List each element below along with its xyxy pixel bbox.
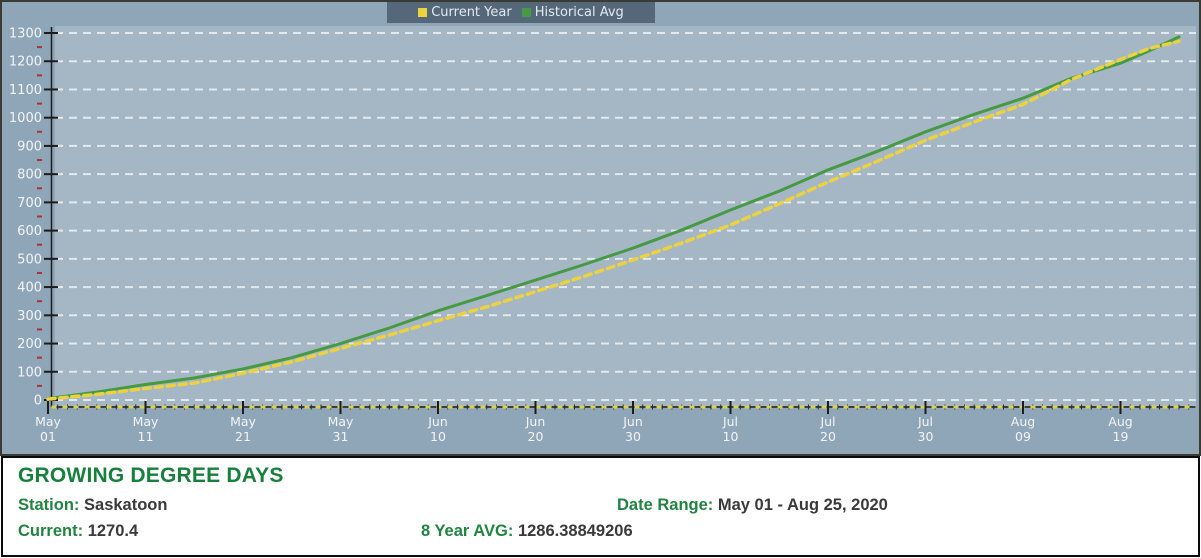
legend-item-historical-avg[interactable]: Historical Avg (521, 5, 624, 20)
date-range-label: Date Range: (617, 496, 714, 514)
svg-text:900: 900 (17, 139, 42, 154)
svg-text:1200: 1200 (9, 55, 42, 70)
legend-item-current-year[interactable]: Current Year (418, 5, 512, 20)
svg-text:800: 800 (17, 168, 42, 183)
svg-text:600: 600 (17, 224, 42, 239)
chart-legend: Current Year Historical Avg (387, 2, 655, 23)
svg-text:Jul: Jul (819, 414, 835, 429)
gdd-chart-svg: 0 100 200 300 400 500 600 700 800 900 1000 1100 1200… (9, 26, 1196, 444)
svg-text:21: 21 (235, 429, 251, 444)
svg-text:Jul: Jul (722, 414, 738, 429)
current-label: Current: (18, 522, 84, 540)
svg-text:1300: 1300 (9, 27, 42, 42)
svg-text:1100: 1100 (9, 83, 42, 98)
avg-row: 8 Year AVG: 1286.38849206 (421, 522, 633, 541)
svg-text:31: 31 (333, 429, 349, 444)
avg-value: 1286.38849206 (517, 522, 633, 540)
svg-text:Jun: Jun (525, 414, 546, 429)
svg-text:May: May (133, 414, 159, 429)
svg-text:200: 200 (17, 337, 42, 352)
legend-label-current-year: Current Year (431, 5, 512, 20)
station-label: Station: (18, 496, 80, 514)
svg-text:Jul: Jul (917, 414, 933, 429)
legend-label-historical-avg: Historical Avg (534, 5, 624, 20)
svg-text:Jun: Jun (427, 414, 448, 429)
svg-text:Aug: Aug (1011, 414, 1035, 429)
date-range-row: Date Range: May 01 - Aug 25, 2020 (617, 496, 888, 515)
svg-text:01: 01 (40, 429, 56, 444)
svg-text:19: 19 (1113, 429, 1129, 444)
svg-text:300: 300 (17, 309, 42, 324)
station-row: Station: Saskatoon (18, 496, 167, 515)
station-value: Saskatoon (84, 496, 168, 514)
gdd-chart-card: 0 100 200 300 400 500 600 700 800 900 1000 1100 1200… (0, 0, 1201, 456)
date-range-value: May 01 - Aug 25, 2020 (717, 496, 888, 514)
svg-text:1000: 1000 (9, 111, 42, 126)
svg-text:30: 30 (625, 429, 641, 444)
svg-text:30: 30 (918, 429, 934, 444)
svg-text:100: 100 (17, 365, 42, 380)
svg-text:09: 09 (1015, 429, 1031, 444)
svg-text:Jun: Jun (622, 414, 643, 429)
svg-text:20: 20 (820, 429, 836, 444)
avg-label: 8 Year AVG: (421, 522, 514, 540)
svg-text:400: 400 (17, 281, 42, 296)
legend-swatch-historical-avg-icon (521, 8, 531, 17)
svg-text:20: 20 (528, 429, 544, 444)
svg-text:11: 11 (138, 429, 154, 444)
panel-title: GROWING DEGREE DAYS (18, 464, 284, 487)
info-panel: GROWING DEGREE DAYS Station: Saskatoon D… (1, 456, 1200, 557)
svg-text:0: 0 (34, 394, 42, 409)
current-value: 1270.4 (87, 522, 139, 540)
svg-text:500: 500 (17, 252, 42, 267)
svg-text:10: 10 (430, 429, 446, 444)
svg-text:Aug: Aug (1108, 414, 1132, 429)
legend-swatch-current-year-icon (418, 8, 428, 17)
svg-text:May: May (230, 414, 256, 429)
svg-text:10: 10 (723, 429, 739, 444)
current-row: Current: 1270.4 (18, 522, 138, 541)
svg-text:700: 700 (17, 196, 42, 211)
svg-text:May: May (35, 414, 61, 429)
svg-text:May: May (328, 414, 354, 429)
